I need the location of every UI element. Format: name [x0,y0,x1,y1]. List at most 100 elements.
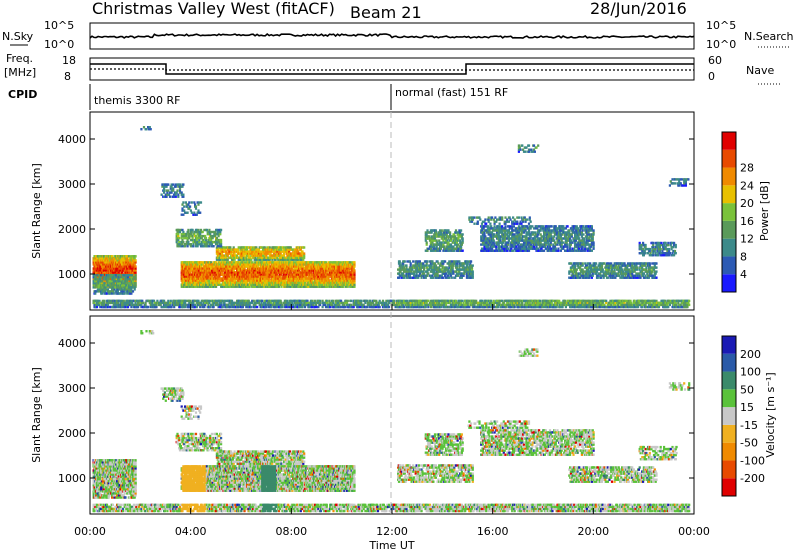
heatmap-cell [122,290,125,293]
heatmap-cell [207,273,210,276]
heatmap-cell [189,265,192,268]
freq-line [90,63,694,75]
heatmap-cell [353,269,356,272]
heatmap-cell [121,282,125,285]
heatmap-cell [199,281,203,284]
heatmap-cell [94,286,97,289]
heatmap-cell [126,305,130,309]
beam-label: Beam 21 [350,3,422,22]
heatmap-cell [204,277,207,280]
heatmap-cell [197,209,200,212]
heatmap-cell [101,275,104,278]
heatmap-cell [189,275,192,278]
heatmap-cell [186,277,189,280]
heatmap-cell [105,276,108,279]
heatmap-cell [130,305,133,309]
heatmap-cell [131,282,134,285]
heatmap-cell [189,271,192,274]
heatmap-cell [190,201,193,204]
heatmap-cell [213,265,216,268]
heatmap-cell [187,240,190,244]
heatmap-cell [101,274,104,277]
heatmap-cell [94,282,97,285]
heatmap-cell [104,286,107,289]
heatmap-cell [134,265,137,268]
heatmap-cell [147,305,150,309]
heatmap-cell [103,288,106,291]
heatmap-cell [236,248,239,251]
heatmap-cell [111,290,114,293]
heatmap-cell [221,279,224,282]
heatmap-cell [194,277,198,280]
heatmap-cell [134,284,137,287]
heatmap-cell [101,288,104,291]
heatmap-cell [102,290,105,293]
heatmap-cell [129,263,132,266]
heatmap-cell [176,189,179,192]
heatmap-cell [128,284,131,287]
heatmap-cell [97,261,100,264]
nsearch-tick-bottom: 10^0 [706,38,736,51]
heatmap-cell [125,261,128,264]
heatmap-cell [134,282,137,285]
heatmap-cell [106,280,109,283]
heatmap-cell [100,257,103,260]
heatmap-cell [134,255,137,258]
heatmap-cell [167,183,170,186]
heatmap-cell [317,305,320,309]
heatmap-cell [353,265,356,268]
heatmap-cell [220,267,224,270]
heatmap-cell [255,246,258,249]
heatmap-cell [182,193,185,196]
heatmap-cell [94,280,97,283]
heatmap-cell [129,255,132,258]
heatmap-cell [99,278,102,281]
heatmap-cell [224,261,227,264]
heatmap-cell [203,271,206,274]
nsky-line [89,32,695,39]
heatmap-cell [120,259,123,262]
heatmap-cell [189,205,192,208]
title: Christmas Valley West (fitACF) [92,0,335,18]
heatmap-cell [134,274,137,277]
heatmap-cell [100,292,104,295]
nsearch-tick-top: 10^5 [706,19,736,32]
heatmap-cell [215,277,218,280]
heatmap-cell [220,238,223,242]
heatmap-cell [225,283,228,286]
heatmap-cell [103,282,106,285]
date-label: 28/Jun/2016 [590,0,687,18]
heatmap-cell [107,278,110,281]
heatmap-cell [213,273,216,276]
heatmap-cell [232,246,235,249]
heatmap-cell [303,256,306,259]
heatmap-cell [134,261,137,264]
heatmap-cell [281,305,284,309]
heatmap-cell [180,191,183,194]
heatmap-cell [181,271,184,274]
heatmap-cell [121,288,124,291]
heatmap-cell [127,267,130,270]
heatmap-cell [111,288,114,291]
heatmap-cell [110,290,113,293]
heatmap-cell [120,261,123,264]
heatmap-cell [94,292,97,295]
heatmap-cell [105,278,108,281]
heatmap-cell [218,263,221,266]
heatmap-cell [115,276,118,279]
heatmap-cell [100,267,103,270]
heatmap-cell [197,279,200,282]
heatmap-cell [197,203,200,206]
heatmap-cell [126,257,129,260]
heatmap-cell [100,276,103,279]
heatmap-cell [352,305,355,309]
heatmap-cell [113,278,116,281]
heatmap-cell [102,271,105,274]
heatmap-cell [216,273,219,276]
heatmap-cell [182,240,185,244]
heatmap-cell [182,277,185,280]
heatmap-cell [178,236,181,240]
heatmap-cell [116,274,119,277]
freq-tick-top: 18 [62,54,76,67]
heatmap-cell [99,265,102,268]
